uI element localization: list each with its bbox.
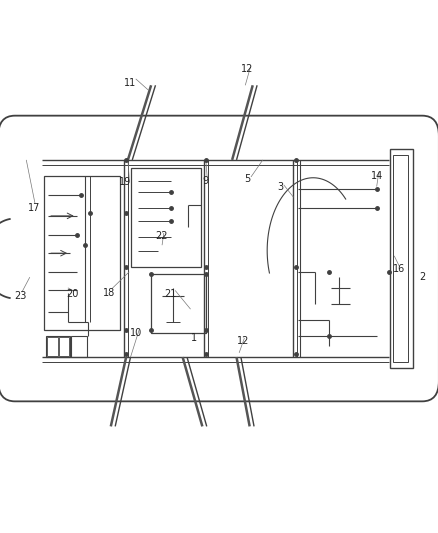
Text: 10: 10: [130, 328, 142, 338]
Text: 18: 18: [102, 288, 115, 298]
Text: 14: 14: [371, 171, 384, 181]
Text: 11: 11: [124, 78, 137, 87]
Bar: [47, 337, 58, 356]
Text: 12: 12: [241, 64, 254, 74]
Bar: [151, 274, 206, 333]
Bar: [44, 176, 120, 330]
Text: 19: 19: [119, 177, 131, 187]
Text: 5: 5: [244, 174, 251, 183]
Text: 2: 2: [420, 272, 426, 282]
Text: 16: 16: [392, 264, 405, 274]
Text: 22: 22: [155, 231, 167, 241]
Text: 12: 12: [237, 336, 249, 346]
Text: 23: 23: [14, 291, 26, 301]
Bar: [393, 155, 408, 362]
Bar: [131, 168, 201, 266]
Text: 9: 9: [202, 176, 208, 186]
FancyBboxPatch shape: [0, 116, 438, 401]
Bar: [46, 336, 70, 357]
Bar: [71, 336, 87, 357]
Text: 21: 21: [165, 289, 177, 299]
Text: 1: 1: [191, 334, 197, 343]
Text: 3: 3: [277, 182, 283, 191]
Text: 20: 20: [66, 289, 78, 299]
Text: 17: 17: [28, 203, 40, 213]
Bar: [390, 149, 413, 368]
Bar: [59, 337, 69, 356]
